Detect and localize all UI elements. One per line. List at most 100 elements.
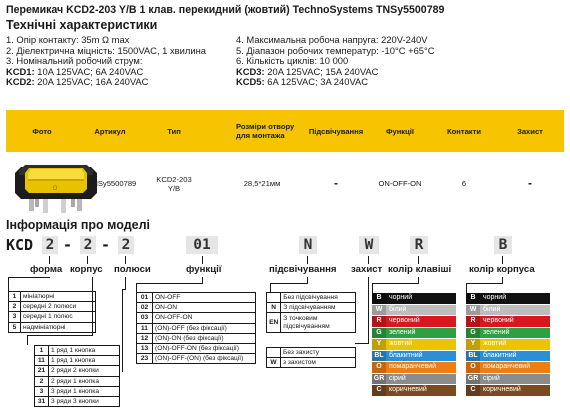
color-code: R: [372, 316, 386, 327]
color-name: блакитний: [483, 351, 517, 359]
color-name: блакитний: [389, 351, 423, 359]
connector-line: [270, 283, 271, 292]
table-row: 23 (ON)-OFF-(ON) (без фіксації): [136, 353, 256, 365]
color-name: чорний: [483, 294, 507, 301]
color-code: BL: [372, 350, 386, 361]
cell-article: TNSy5500789: [87, 179, 137, 189]
table-row: Без захисту: [266, 346, 356, 359]
option-label: ON-ON: [152, 302, 256, 314]
option-code: 13: [136, 342, 153, 355]
spec-line: 6. Кількість циклів: 10 000: [236, 55, 349, 67]
option-code: [266, 346, 281, 359]
connector-line: [355, 343, 369, 344]
color-name: червоний: [389, 317, 420, 324]
option-label: 3 ряди 1 кнопка: [48, 385, 120, 397]
specs-heading: Технічні характеристики: [6, 18, 158, 32]
color-name: чорний: [389, 294, 413, 301]
option-code: 01: [136, 291, 153, 304]
col-protection: Захист: [517, 126, 543, 136]
connector-line: [368, 277, 369, 343]
color-code: GR: [372, 373, 386, 384]
col-article: Артикул: [94, 126, 126, 136]
table-row: 01 ON-OFF: [136, 291, 256, 304]
code-body: 2: [80, 236, 96, 254]
connector-line: [122, 289, 123, 372]
color-name: білий: [389, 305, 407, 313]
table-row: 13 (ON)-OFF-ON (без фіксації): [136, 342, 256, 355]
table-row: 2 середні 2 полюси: [8, 301, 96, 313]
option-label: (ON)-OFF (без фіксації): [152, 322, 256, 334]
color-code: B: [372, 293, 386, 304]
option-label: 1 ряд 1 кнопка: [48, 355, 120, 367]
option-code: 23: [136, 353, 153, 365]
option-code: 02: [136, 302, 153, 314]
key-color-gr: GR сірий: [372, 373, 456, 384]
product-table-header: Фото Артикул Тип Розміри отвору для монт…: [6, 110, 564, 152]
option-label: з захистом: [280, 357, 356, 369]
option-label: Без захисту: [280, 346, 356, 359]
label-body-color: колір корпуса: [469, 264, 535, 275]
connector-line: [49, 256, 50, 264]
table-row: 3 середні 1 полюс: [8, 311, 96, 323]
table-row: 31 3 ряди 3 кнопки: [34, 395, 120, 408]
color-code: G: [466, 327, 480, 338]
label-poles: полюси: [114, 264, 151, 275]
color-code: C: [466, 385, 480, 396]
table-row: 11 (ON)-OFF (без фіксації): [136, 322, 256, 334]
cell-protection: -: [528, 176, 532, 191]
color-code: C: [372, 385, 386, 396]
option-code: 5: [8, 321, 21, 333]
option-label: надмініатюрні: [20, 321, 96, 333]
table-row: 02 ON-ON: [136, 302, 256, 314]
color-name: червоний: [483, 317, 514, 324]
spec-line: 5. Діапазон робочих температур: -10°C +6…: [236, 44, 435, 56]
option-code: N: [265, 302, 282, 314]
label-form: форма: [30, 264, 63, 275]
color-name: білий: [483, 305, 501, 313]
option-code: 31: [34, 395, 49, 408]
option-label: З точковим підсвічуванням: [280, 312, 356, 334]
connector-line: [502, 277, 503, 284]
cell-size: 28,5*21мм: [243, 179, 281, 189]
option-label: ON-OFF: [152, 291, 256, 304]
code-sep: -: [63, 236, 73, 254]
color-name: жовтий: [389, 340, 413, 347]
option-code: 03: [136, 312, 153, 324]
code-function: 01: [186, 236, 218, 254]
table-row: 11 1 ряд 1 кнопка: [34, 355, 120, 367]
code-poles: 2: [118, 236, 134, 254]
option-code: 2: [8, 301, 21, 313]
page-title: Перемикач KCD2-203 Y/B 1 клав. перекидни…: [6, 4, 445, 16]
col-backlight: Підсвічування: [308, 126, 364, 136]
table-row: Без підсвічування: [265, 291, 356, 304]
option-code: 1: [8, 290, 21, 303]
body-color-gr: GR сірий: [466, 373, 550, 384]
spec-line-kcd5: KCD5: 6A 125VAC; 3A 240VAC: [236, 76, 369, 88]
option-label: 1 ряд 1 кнопка: [48, 344, 120, 357]
connector-line: [27, 335, 93, 336]
code-key-color: R: [410, 236, 428, 254]
spec-line: 4. Максимальна робоча напруга: 220V-240V: [236, 34, 428, 45]
color-code: O: [466, 362, 480, 373]
connector-line: [466, 283, 503, 284]
code-form: 2: [42, 236, 58, 254]
cell-backlight: -: [334, 176, 338, 191]
option-code: 12: [136, 332, 153, 344]
option-label: З підсвічуванням: [280, 302, 356, 314]
option-code: [265, 291, 282, 304]
connector-line: [418, 277, 419, 284]
connector-line: [136, 283, 137, 292]
option-label: ON-OFF-ON: [152, 312, 256, 324]
option-code: 1: [34, 344, 49, 357]
option-code: 3: [8, 311, 21, 323]
connector-line: [8, 277, 9, 291]
